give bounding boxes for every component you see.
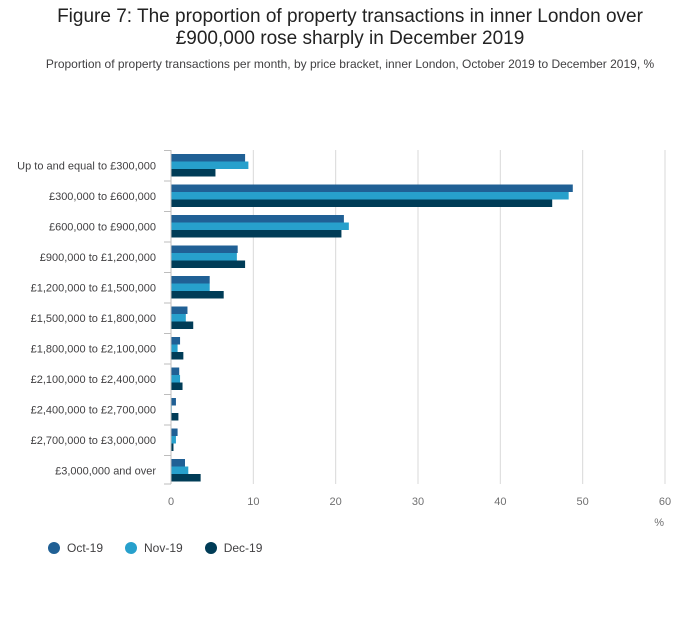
- bar: [171, 154, 246, 162]
- y-category-label: £2,100,000 to £2,400,000: [31, 374, 156, 386]
- x-tick-label: 60: [659, 496, 671, 508]
- bar: [171, 466, 189, 474]
- chart-title: Figure 7: The proportion of property tra…: [0, 6, 700, 50]
- legend-swatch: [125, 542, 138, 554]
- bar: [171, 161, 249, 169]
- y-category-label: £1,200,000 to £1,500,000: [31, 283, 156, 295]
- bar: [171, 352, 184, 360]
- bar: [171, 337, 181, 345]
- bar: [171, 283, 210, 291]
- bar: [171, 245, 238, 253]
- chart-subtitle: Proportion of property transactions per …: [45, 57, 655, 71]
- legend-label: Dec-19: [223, 541, 263, 555]
- bar: [171, 169, 216, 177]
- legend-swatch: [204, 542, 217, 554]
- bar: [171, 199, 553, 207]
- x-tick-label: 20: [330, 496, 342, 508]
- y-category-label: £3,000,000 and over: [55, 466, 156, 478]
- legend-item: Dec-19: [204, 541, 263, 555]
- bar: [171, 382, 183, 390]
- x-tick-label: 10: [247, 496, 259, 508]
- bar: [171, 314, 186, 322]
- bar: [171, 291, 224, 299]
- bar: [171, 222, 349, 230]
- x-tick-label: 30: [412, 496, 424, 508]
- bar: [171, 260, 246, 268]
- y-category-label: £2,400,000 to £2,700,000: [31, 405, 156, 417]
- bar: [171, 184, 573, 192]
- bar: [171, 436, 176, 444]
- bar: [171, 306, 188, 314]
- bar: [171, 413, 179, 421]
- chart-title-line-2: £900,000 rose sharply in December 2019: [175, 28, 525, 49]
- bar: [171, 443, 174, 451]
- y-category-label: £300,000 to £600,000: [49, 191, 156, 203]
- chart-legend: Oct-19 Nov-19 Dec-19: [48, 541, 262, 555]
- y-category-label: £600,000 to £900,000: [49, 222, 156, 234]
- y-category-label: £1,800,000 to £2,100,000: [31, 344, 156, 356]
- legend-label: Oct-19: [67, 541, 104, 555]
- bar: [171, 253, 237, 261]
- bar: [171, 428, 178, 436]
- legend-label: Nov-19: [144, 541, 183, 555]
- bar: [171, 192, 569, 200]
- y-category-label: Up to and equal to £300,000: [17, 161, 156, 173]
- bar: [171, 367, 180, 375]
- bar: [171, 398, 176, 406]
- bar: [171, 215, 344, 223]
- y-category-label: £1,500,000 to £1,800,000: [31, 313, 156, 325]
- bar-chart: 0 10 20 30 40 50 60% Up to and equal to £300,00…: [17, 150, 671, 529]
- x-axis-label: %: [654, 517, 664, 529]
- bar: [171, 344, 178, 352]
- bar: [171, 276, 210, 284]
- bar: [171, 474, 201, 482]
- bar: [171, 459, 185, 467]
- y-category-label: £2,700,000 to £3,000,000: [31, 435, 156, 447]
- legend-item: Nov-19: [125, 541, 183, 555]
- chart-title-line-1: Figure 7: The proportion of property tra…: [57, 6, 643, 27]
- legend-swatch: [48, 542, 60, 554]
- bar: [171, 375, 181, 383]
- bar: [171, 230, 342, 238]
- y-category-label: £900,000 to £1,200,000: [40, 252, 156, 264]
- bar: [171, 321, 194, 329]
- x-tick-label: 50: [577, 496, 589, 508]
- x-tick-label: 40: [494, 496, 506, 508]
- legend-item: Oct-19: [48, 541, 103, 555]
- x-tick-label: 0: [168, 496, 174, 508]
